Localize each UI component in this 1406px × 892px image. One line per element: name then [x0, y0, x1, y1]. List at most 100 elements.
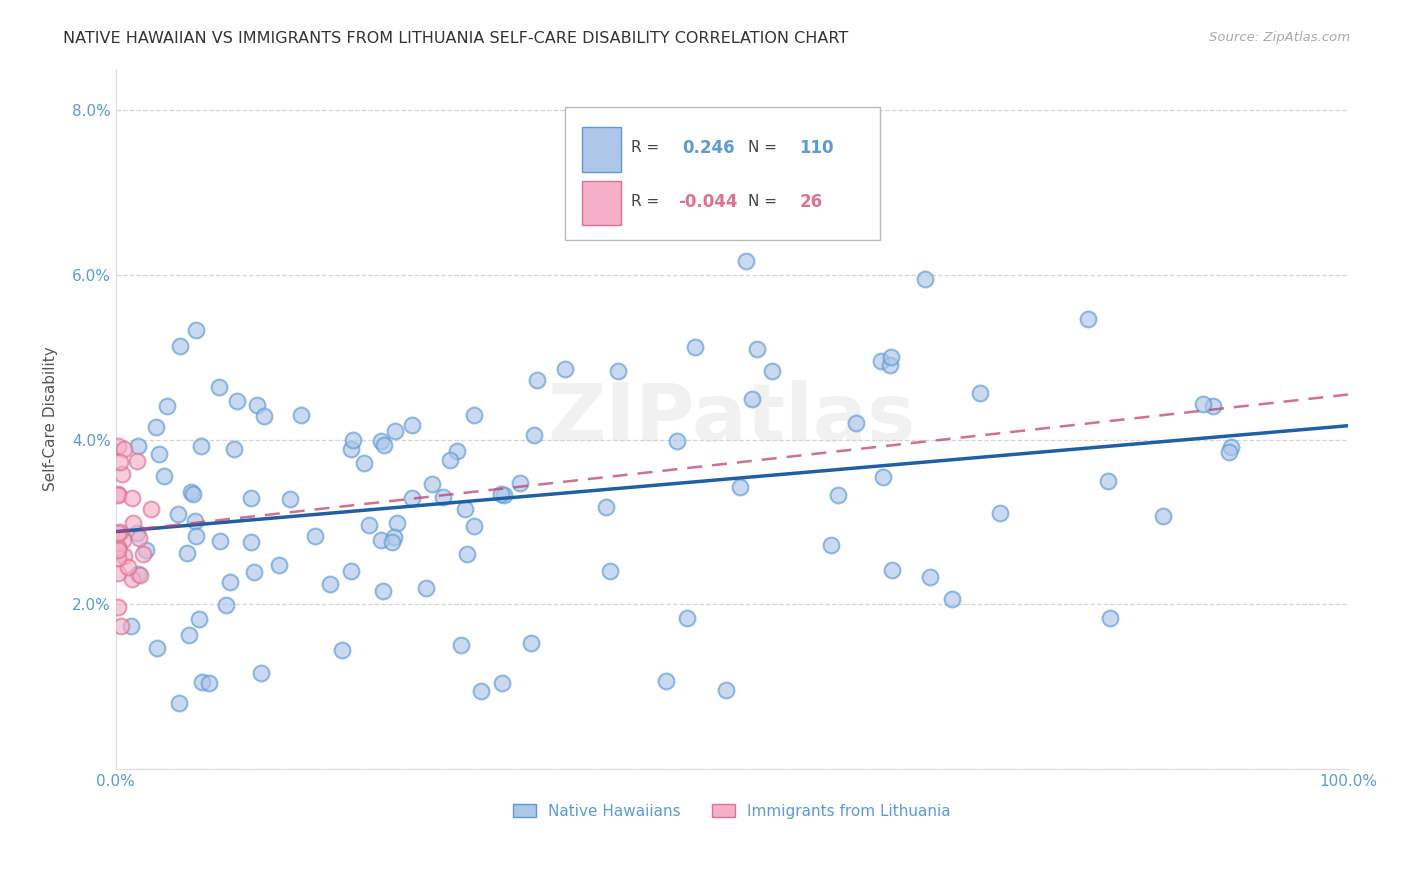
Point	[249, 665, 271, 680]
Text: Source: ZipAtlas.com: Source: ZipAtlas.com	[1209, 31, 1350, 45]
Point	[382, 530, 405, 544]
Point	[107, 543, 129, 558]
Point	[1152, 508, 1174, 523]
Point	[183, 514, 205, 528]
Point	[146, 641, 169, 656]
Point	[240, 491, 263, 505]
Point	[373, 584, 395, 599]
Point	[845, 416, 868, 430]
Point	[127, 439, 149, 453]
Point	[190, 439, 212, 453]
Point	[222, 442, 245, 456]
Point	[357, 518, 380, 533]
Point	[523, 428, 546, 442]
Point	[184, 529, 207, 543]
Point	[184, 323, 207, 337]
Point	[125, 453, 148, 467]
Point	[820, 539, 842, 553]
Point	[463, 408, 485, 422]
Point	[491, 675, 513, 690]
Point	[381, 535, 404, 549]
Point	[439, 452, 461, 467]
Text: 110: 110	[800, 139, 834, 157]
Point	[215, 598, 238, 612]
Point	[167, 697, 190, 711]
Point	[290, 408, 312, 422]
Point	[179, 628, 201, 642]
Point	[319, 576, 342, 591]
Point	[176, 546, 198, 560]
Point	[941, 592, 963, 607]
Point	[415, 582, 437, 596]
Point	[107, 525, 129, 540]
Point	[128, 568, 150, 582]
Point	[107, 541, 129, 556]
Point	[243, 565, 266, 579]
Point	[683, 340, 706, 354]
Point	[676, 611, 699, 625]
Point	[166, 508, 188, 522]
Point	[111, 467, 134, 482]
Point	[127, 567, 149, 582]
Point	[330, 642, 353, 657]
Point	[139, 502, 162, 516]
Point	[181, 486, 204, 500]
Point	[401, 418, 423, 433]
Point	[107, 487, 129, 501]
Point	[107, 487, 129, 501]
FancyBboxPatch shape	[582, 181, 621, 226]
Point	[121, 573, 143, 587]
Point	[387, 516, 409, 531]
Text: 26: 26	[800, 193, 823, 211]
Point	[470, 683, 492, 698]
Point	[125, 526, 148, 541]
Point	[278, 492, 301, 507]
Point	[401, 491, 423, 505]
Point	[107, 439, 129, 453]
Text: NATIVE HAWAIIAN VS IMMIGRANTS FROM LITHUANIA SELF-CARE DISABILITY CORRELATION CH: NATIVE HAWAIIAN VS IMMIGRANTS FROM LITHU…	[63, 31, 848, 46]
Point	[492, 488, 515, 502]
Point	[741, 392, 763, 406]
Point	[304, 529, 326, 543]
Point	[246, 398, 269, 412]
Point	[870, 354, 893, 368]
Point	[1098, 611, 1121, 625]
Text: N =: N =	[748, 194, 778, 209]
Point	[988, 506, 1011, 520]
Point	[240, 535, 263, 549]
Point	[107, 551, 129, 566]
Point	[110, 455, 132, 469]
Point	[370, 533, 392, 547]
Point	[226, 394, 249, 409]
Point	[599, 564, 621, 578]
FancyBboxPatch shape	[565, 107, 880, 240]
Point	[456, 547, 478, 561]
Point	[218, 574, 240, 589]
Point	[112, 442, 135, 456]
Point	[340, 564, 363, 578]
Text: R =: R =	[631, 140, 659, 155]
Point	[745, 342, 768, 356]
Point	[153, 469, 176, 483]
Point	[918, 570, 941, 584]
Point	[554, 362, 576, 376]
Point	[156, 400, 179, 414]
Point	[1201, 399, 1223, 413]
Point	[107, 540, 129, 554]
Point	[384, 424, 406, 438]
Point	[253, 409, 276, 423]
Point	[373, 438, 395, 452]
Point	[595, 500, 617, 515]
Point	[340, 442, 363, 456]
Text: 0.246: 0.246	[682, 139, 735, 157]
Point	[132, 547, 155, 561]
Point	[714, 683, 737, 698]
Text: N =: N =	[748, 140, 778, 155]
Point	[135, 543, 157, 558]
Point	[969, 386, 991, 401]
Point	[446, 443, 468, 458]
Text: R =: R =	[631, 194, 659, 209]
Point	[1220, 440, 1243, 454]
Point	[607, 364, 630, 378]
Point	[112, 533, 135, 547]
